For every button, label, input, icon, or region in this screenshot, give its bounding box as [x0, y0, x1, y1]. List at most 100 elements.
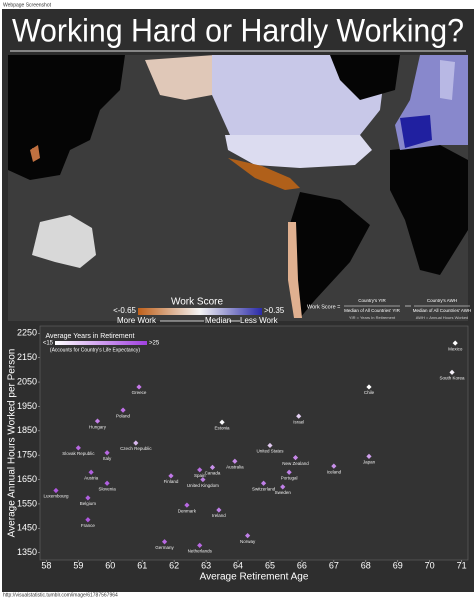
greenland	[330, 55, 400, 100]
point-label: Austria	[84, 475, 99, 480]
formula-lhs: Work Score =	[307, 304, 340, 310]
point	[286, 469, 292, 475]
point	[168, 473, 174, 479]
point-label: New Zealand	[282, 461, 309, 466]
footer-url: http://visualstatistic.tumblr.com/image/…	[3, 592, 118, 598]
map-legend-low: <-0.65	[113, 306, 136, 315]
point-label: Australia	[226, 464, 244, 469]
legend-title: Average Years in Retirement	[46, 333, 135, 340]
x-tick-label: 59	[73, 560, 83, 570]
point	[85, 517, 91, 523]
x-tick-label: 66	[297, 560, 307, 570]
point	[104, 450, 110, 456]
point	[120, 407, 126, 413]
y-tick-label: 1950	[17, 401, 37, 411]
work-score-gradient	[138, 308, 262, 315]
point	[216, 507, 222, 513]
point-label: Israel	[293, 419, 304, 424]
point	[161, 539, 168, 545]
formula-num2: Country's AWH	[427, 298, 457, 303]
point-label: Belgium	[80, 501, 97, 506]
point	[452, 340, 458, 346]
formula-num1: Country's YIR	[358, 298, 386, 303]
y-tick-label: 2050	[17, 376, 37, 386]
y-axis-title: Average Annual Hours Worked per Person	[7, 349, 18, 538]
point	[85, 495, 91, 501]
x-tick-label: 67	[329, 560, 339, 570]
point-label: Canada	[205, 471, 221, 476]
korea	[32, 148, 38, 158]
point-label: Finland	[164, 479, 179, 484]
point-label: Hungary	[89, 424, 107, 429]
point	[366, 384, 372, 390]
map-legend-high: >0.35	[264, 306, 285, 315]
x-tick-label: 65	[265, 560, 275, 570]
point-label: Denmark	[178, 508, 197, 513]
point-label: United States	[256, 449, 284, 454]
formula-note1: YIR = Years In Retirement	[349, 315, 396, 320]
point	[232, 458, 238, 464]
point-label: Chile	[364, 390, 375, 395]
point	[133, 440, 139, 446]
australia	[32, 215, 96, 268]
point	[267, 442, 273, 449]
point	[197, 542, 203, 548]
point-label: Greece	[132, 390, 147, 395]
point-label: Spain	[194, 473, 206, 478]
point	[197, 467, 203, 473]
point	[53, 487, 59, 494]
point	[75, 445, 81, 451]
y-tick-label: 2150	[17, 352, 37, 362]
y-tick-label: 1850	[17, 425, 37, 435]
point-label: Switzerland	[252, 486, 276, 491]
map-legend-median: Median	[205, 316, 231, 325]
point-label: Ireland	[212, 513, 226, 518]
x-tick-label: 68	[361, 560, 371, 570]
y-tick-label: 1650	[17, 474, 37, 484]
point-label: South Korea	[440, 376, 466, 381]
point	[292, 455, 299, 461]
point-label: Slovenia	[98, 486, 116, 491]
point-label: Luxembourg	[43, 494, 69, 499]
france-germany	[400, 115, 432, 148]
y-tick-label: 1750	[17, 450, 37, 460]
legend-note: (Accounts for Country's Life Expectancy)	[50, 347, 140, 353]
point	[104, 480, 110, 486]
point-label: Poland	[116, 413, 131, 418]
point-label: Slovak Republic	[62, 451, 95, 456]
y-tick-label: 1550	[17, 498, 37, 508]
south-america	[288, 192, 370, 318]
point	[280, 484, 286, 490]
point-label: Czech Republic	[120, 446, 152, 451]
y-tick-label: 1450	[17, 523, 37, 533]
point	[296, 413, 302, 419]
point-label: Norway	[240, 539, 256, 544]
x-tick-label: 61	[137, 560, 147, 570]
point-label: Netherlands	[188, 549, 213, 554]
map-legend-more: More Work	[117, 316, 157, 325]
point-label: Mexico	[448, 346, 463, 351]
united-states	[225, 135, 372, 168]
point	[88, 469, 94, 475]
point	[94, 418, 101, 424]
y-tick-label: 1350	[17, 547, 37, 557]
point-label: United Kingdom	[187, 483, 219, 488]
legend-low: <15	[43, 341, 54, 347]
point-label: Portugal	[281, 475, 298, 480]
alaska	[145, 55, 215, 100]
point	[219, 419, 225, 425]
x-tick-label: 71	[457, 560, 467, 570]
retirement-gradient	[55, 341, 147, 345]
x-axis-title: Average Retirement Age	[200, 572, 309, 583]
scandinavia	[440, 60, 455, 100]
screenshot-header: Webpage Screenshot	[3, 2, 52, 8]
mexico	[228, 158, 300, 190]
point	[366, 453, 372, 460]
formula-note2: AWH = Annual Hours Worked	[416, 315, 469, 320]
africa	[390, 145, 468, 275]
x-tick-label: 64	[233, 560, 243, 570]
point-label: France	[81, 523, 96, 528]
legend-high: >25	[149, 341, 160, 347]
point	[136, 384, 142, 390]
